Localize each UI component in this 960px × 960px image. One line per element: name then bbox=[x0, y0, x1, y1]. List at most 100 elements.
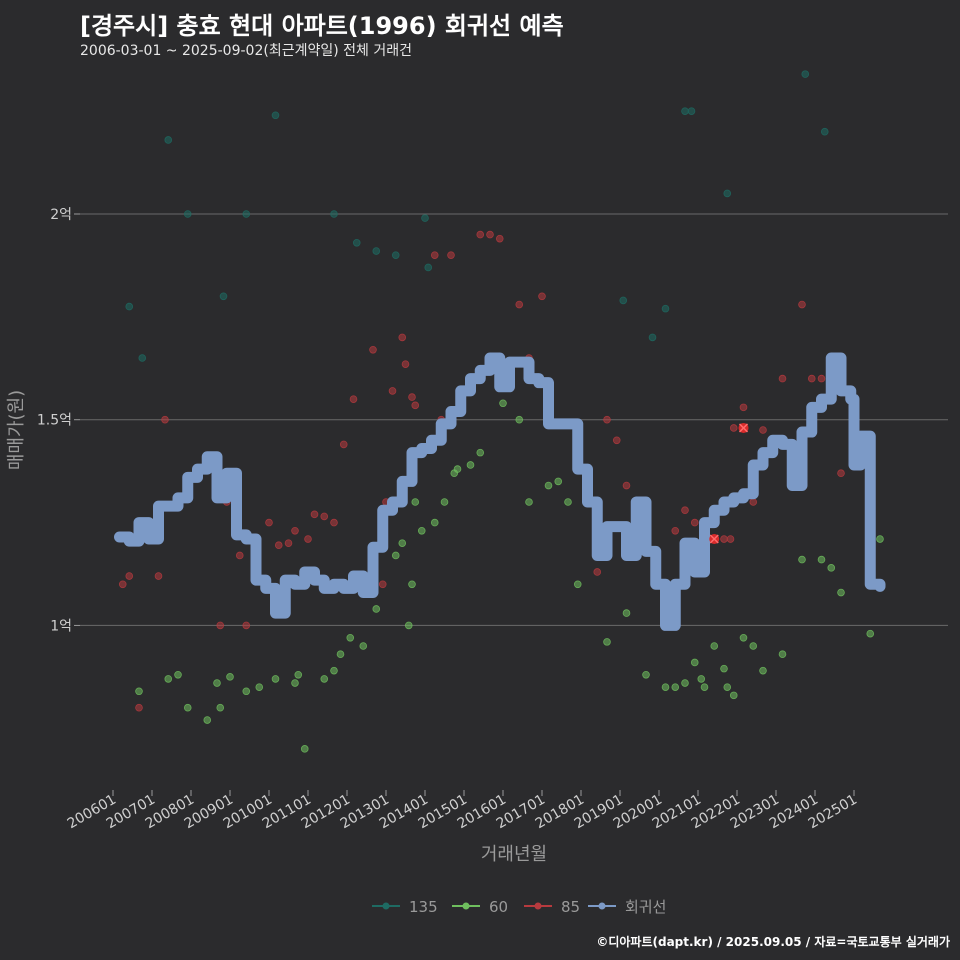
data-point bbox=[603, 415, 611, 424]
legend-item: 135 bbox=[372, 898, 438, 916]
data-point bbox=[398, 333, 407, 342]
data-point bbox=[372, 247, 381, 255]
data-point bbox=[183, 210, 192, 218]
chart-title: [경주시] 충효 현대 아파트(1996) 회귀선 예측 bbox=[80, 12, 564, 40]
legend-label: 135 bbox=[409, 898, 438, 916]
grid-lines bbox=[80, 213, 948, 626]
data-point bbox=[284, 539, 293, 547]
data-point bbox=[739, 633, 748, 642]
data-point bbox=[642, 670, 650, 679]
legend-label: 60 bbox=[489, 898, 508, 916]
data-point bbox=[398, 539, 407, 547]
x-axis-ticks: 2006012007012008012009012010012011012012… bbox=[65, 790, 860, 832]
data-point bbox=[265, 518, 273, 527]
data-point bbox=[174, 670, 182, 679]
legend-swatch-dot bbox=[382, 902, 390, 910]
data-point bbox=[729, 424, 738, 432]
data-point bbox=[336, 650, 345, 659]
data-point bbox=[411, 498, 420, 506]
data-point bbox=[817, 374, 826, 383]
y-tick-label: 2억 bbox=[50, 207, 72, 223]
data-point bbox=[593, 568, 602, 576]
data-point bbox=[242, 687, 251, 696]
data-point bbox=[135, 687, 143, 696]
data-point bbox=[440, 498, 449, 506]
data-point bbox=[391, 251, 400, 259]
data-point bbox=[807, 374, 816, 383]
highlight-cross bbox=[709, 534, 719, 544]
data-point bbox=[330, 518, 338, 527]
data-point bbox=[687, 107, 696, 115]
data-point bbox=[544, 481, 553, 490]
data-point bbox=[739, 403, 748, 412]
data-point bbox=[476, 230, 485, 239]
data-point bbox=[125, 572, 134, 580]
data-point bbox=[391, 551, 400, 560]
data-point bbox=[837, 588, 845, 597]
data-point bbox=[690, 658, 699, 667]
data-point bbox=[216, 703, 225, 712]
data-point bbox=[125, 302, 134, 311]
data-point bbox=[710, 642, 719, 650]
data-point bbox=[778, 650, 787, 659]
data-point bbox=[421, 214, 429, 222]
data-point bbox=[726, 535, 735, 543]
data-point bbox=[466, 461, 475, 469]
data-point bbox=[538, 292, 546, 301]
data-point bbox=[408, 580, 416, 589]
data-point bbox=[622, 609, 631, 617]
data-point bbox=[255, 683, 264, 691]
data-point bbox=[801, 70, 810, 78]
data-point bbox=[404, 621, 413, 630]
data-point bbox=[138, 354, 147, 362]
data-point bbox=[349, 395, 358, 403]
data-point bbox=[235, 551, 244, 560]
legend-item: 85 bbox=[524, 898, 580, 916]
x-axis-title: 거래년월 bbox=[481, 844, 547, 865]
data-point bbox=[554, 477, 563, 486]
y-axis-title: 매매가(원) bbox=[6, 390, 27, 470]
data-point bbox=[759, 666, 767, 675]
data-point bbox=[499, 399, 507, 408]
data-point bbox=[603, 638, 611, 646]
chart-subtitle: 2006-03-01 ~ 2025-09-02(최근계약일) 전체 거래건 bbox=[80, 43, 412, 59]
legend: 135 60 85 회귀선 bbox=[372, 898, 666, 916]
highlight-markers bbox=[709, 422, 749, 545]
data-point bbox=[622, 481, 631, 490]
regression-line bbox=[114, 352, 886, 631]
y-axis-ticks: 1억 1.5억 2억 bbox=[37, 207, 80, 634]
data-point bbox=[681, 506, 689, 515]
data-point bbox=[408, 393, 416, 401]
legend-item: 회귀선 bbox=[588, 898, 666, 916]
data-point bbox=[749, 642, 758, 650]
data-point bbox=[372, 605, 381, 613]
data-point bbox=[759, 426, 767, 434]
data-point bbox=[723, 189, 732, 198]
data-point bbox=[681, 107, 689, 115]
data-point bbox=[720, 664, 728, 673]
data-point bbox=[778, 374, 787, 383]
data-point bbox=[690, 518, 699, 527]
data-point bbox=[219, 292, 228, 301]
data-point bbox=[359, 642, 368, 650]
data-point bbox=[495, 234, 504, 243]
data-point bbox=[401, 360, 410, 368]
data-point bbox=[476, 448, 485, 457]
data-point bbox=[424, 263, 433, 272]
data-point bbox=[671, 683, 680, 691]
data-point bbox=[720, 535, 728, 543]
data-point bbox=[648, 333, 657, 342]
data-point bbox=[430, 518, 439, 527]
data-point bbox=[798, 555, 806, 564]
data-point bbox=[798, 300, 806, 309]
data-point bbox=[369, 345, 377, 354]
data-point bbox=[573, 580, 582, 589]
y-tick-label: 1억 bbox=[50, 618, 72, 634]
data-point bbox=[242, 210, 251, 218]
y-tick-label: 1.5억 bbox=[37, 413, 72, 429]
data-point bbox=[291, 679, 299, 687]
data-point bbox=[417, 526, 426, 535]
data-point bbox=[320, 512, 329, 521]
data-point bbox=[411, 401, 420, 410]
